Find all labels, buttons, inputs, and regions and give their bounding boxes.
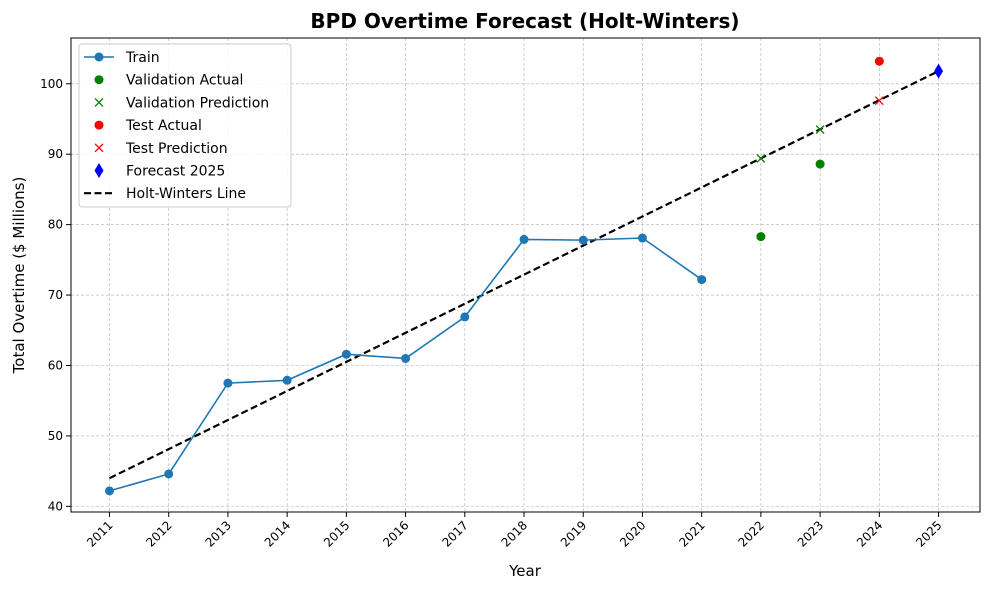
legend-item: Test Prediction <box>94 141 228 157</box>
data-point <box>815 159 825 169</box>
data-point <box>815 125 825 135</box>
legend-label: Train <box>125 50 160 66</box>
legend-item: Holt-Winters Line <box>84 186 246 202</box>
legend-label: Test Actual <box>125 118 202 134</box>
x-axis-title: Year <box>508 562 542 580</box>
legend-marker <box>94 163 104 178</box>
legend-marker <box>94 52 104 62</box>
data-point <box>578 235 588 245</box>
legend-marker <box>94 97 104 107</box>
data-point <box>519 234 529 244</box>
legend-marker <box>94 143 104 153</box>
y-axis-title: Total Overtime ($ Millions) <box>10 177 28 375</box>
legend-label: Validation Prediction <box>126 95 269 111</box>
data-point <box>756 153 766 163</box>
legend-item: Forecast 2025 <box>94 163 225 180</box>
data-point <box>934 63 944 79</box>
data-point <box>756 232 766 242</box>
legend-label: Forecast 2025 <box>126 164 225 180</box>
data-point <box>164 469 174 479</box>
legend: Train Validation Actual Validation Predict… <box>78 43 292 208</box>
legend-label: Test Prediction <box>125 141 228 157</box>
data-point <box>460 312 470 322</box>
data-point <box>874 56 884 66</box>
series-validation-prediction <box>756 125 825 163</box>
data-point <box>341 349 351 359</box>
data-point <box>401 353 411 363</box>
series-holt-winters-line <box>109 70 940 480</box>
data-point <box>874 96 884 106</box>
legend-item: Test Actual <box>94 118 202 134</box>
y-tick-label: 90 <box>48 147 63 161</box>
legend-marker <box>94 120 104 130</box>
data-point <box>697 275 707 285</box>
y-tick-label: 40 <box>48 499 63 513</box>
y-tick-label: 70 <box>48 288 63 302</box>
y-tick-label: 50 <box>48 429 63 443</box>
series-validation-actual <box>756 159 825 242</box>
legend-item: Validation Prediction <box>94 95 269 111</box>
data-point <box>637 233 647 243</box>
series-test-actual <box>874 56 884 66</box>
chart-title: BPD Overtime Forecast (Holt-Winters) <box>310 9 739 33</box>
forecast-line <box>109 70 940 480</box>
series-test-prediction <box>874 96 884 106</box>
legend-marker <box>94 75 104 85</box>
data-point <box>104 486 114 496</box>
data-point <box>223 378 233 388</box>
legend-box <box>78 43 292 208</box>
legend-label: Validation Actual <box>126 73 243 89</box>
data-point <box>282 375 292 385</box>
y-tick-label: 100 <box>40 77 63 91</box>
legend-item: Train <box>84 50 160 66</box>
y-tick-label: 60 <box>48 359 63 373</box>
series-forecast-2025 <box>934 63 944 79</box>
y-tick-label: 80 <box>48 218 63 232</box>
series-train <box>104 233 707 496</box>
plot-frame <box>70 37 981 513</box>
plot-area <box>104 56 944 496</box>
legend-label: Holt-Winters Line <box>126 186 246 202</box>
legend-item: Validation Actual <box>94 73 243 89</box>
